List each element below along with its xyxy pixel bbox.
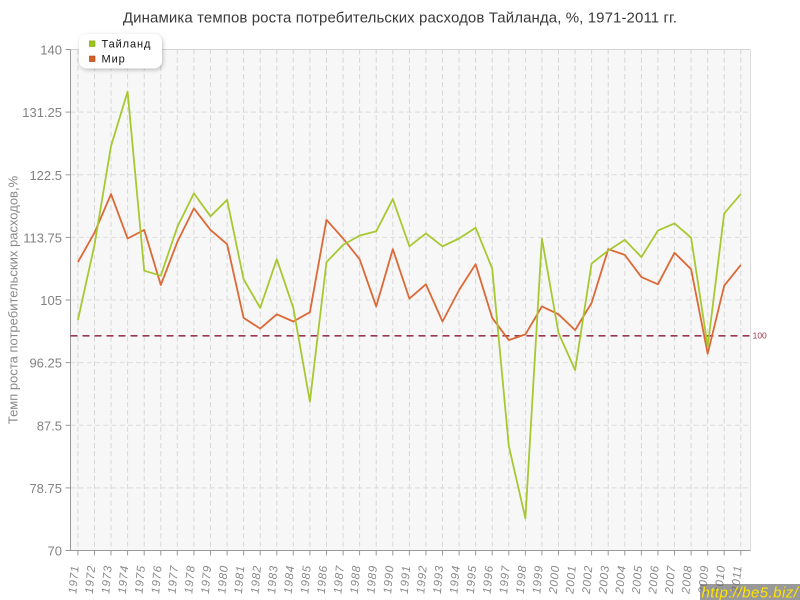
svg-text:2007: 2007 bbox=[664, 565, 679, 596]
svg-text:1986: 1986 bbox=[316, 565, 330, 595]
svg-text:1996: 1996 bbox=[482, 565, 496, 595]
svg-text:1983: 1983 bbox=[266, 565, 280, 595]
svg-text:122.5: 122.5 bbox=[29, 168, 62, 183]
svg-text:105: 105 bbox=[40, 293, 62, 308]
svg-text:Мир: Мир bbox=[102, 54, 126, 66]
svg-text:1989: 1989 bbox=[366, 565, 380, 595]
svg-text:1976: 1976 bbox=[150, 565, 164, 595]
svg-text:1978: 1978 bbox=[183, 565, 197, 595]
svg-text:1984: 1984 bbox=[283, 565, 297, 595]
svg-text:140: 140 bbox=[40, 43, 62, 58]
svg-text:1997: 1997 bbox=[498, 565, 512, 595]
svg-text:Динамика темпов роста потребит: Динамика темпов роста потребительских ра… bbox=[123, 10, 677, 27]
svg-text:1998: 1998 bbox=[515, 565, 529, 595]
svg-text:70: 70 bbox=[48, 544, 62, 559]
svg-text:1979: 1979 bbox=[200, 565, 214, 595]
svg-text:1977: 1977 bbox=[167, 565, 181, 595]
svg-text:1974: 1974 bbox=[117, 565, 131, 595]
svg-text:96.25: 96.25 bbox=[29, 356, 62, 371]
svg-text:2005: 2005 bbox=[631, 565, 646, 596]
svg-text:2002: 2002 bbox=[581, 565, 596, 596]
svg-text:2003: 2003 bbox=[597, 565, 612, 596]
svg-text:1975: 1975 bbox=[134, 565, 148, 595]
svg-text:1981: 1981 bbox=[233, 565, 247, 595]
svg-text:78.75: 78.75 bbox=[29, 481, 62, 496]
svg-text:Тайланд: Тайланд bbox=[102, 39, 152, 51]
svg-text:131.25: 131.25 bbox=[22, 105, 62, 120]
svg-text:1992: 1992 bbox=[415, 565, 429, 595]
svg-text:1995: 1995 bbox=[465, 565, 479, 595]
svg-text:1993: 1993 bbox=[432, 565, 446, 595]
svg-text:1985: 1985 bbox=[299, 565, 313, 595]
svg-text:2000: 2000 bbox=[548, 565, 563, 596]
svg-text:http://be5.biz/: http://be5.biz/ bbox=[702, 584, 800, 600]
svg-text:1999: 1999 bbox=[531, 565, 545, 595]
svg-text:1991: 1991 bbox=[399, 565, 413, 595]
svg-text:2008: 2008 bbox=[680, 565, 695, 596]
svg-text:2004: 2004 bbox=[614, 565, 629, 596]
svg-text:1972: 1972 bbox=[84, 565, 98, 595]
svg-text:2001: 2001 bbox=[564, 565, 579, 596]
svg-text:2006: 2006 bbox=[647, 565, 662, 596]
svg-text:87.5: 87.5 bbox=[37, 418, 62, 433]
svg-text:1994: 1994 bbox=[448, 565, 462, 595]
svg-text:113.75: 113.75 bbox=[23, 230, 62, 245]
svg-text:1982: 1982 bbox=[250, 565, 264, 595]
svg-text:1971: 1971 bbox=[67, 565, 81, 595]
svg-text:1987: 1987 bbox=[332, 565, 346, 595]
svg-text:1988: 1988 bbox=[349, 565, 363, 595]
svg-text:100: 100 bbox=[753, 331, 767, 341]
svg-text:1980: 1980 bbox=[216, 565, 230, 595]
svg-text:1990: 1990 bbox=[382, 565, 396, 595]
svg-text:1973: 1973 bbox=[100, 565, 114, 595]
svg-text:Темп роста потребительских рас: Темп роста потребительских расходов,% bbox=[6, 175, 21, 424]
